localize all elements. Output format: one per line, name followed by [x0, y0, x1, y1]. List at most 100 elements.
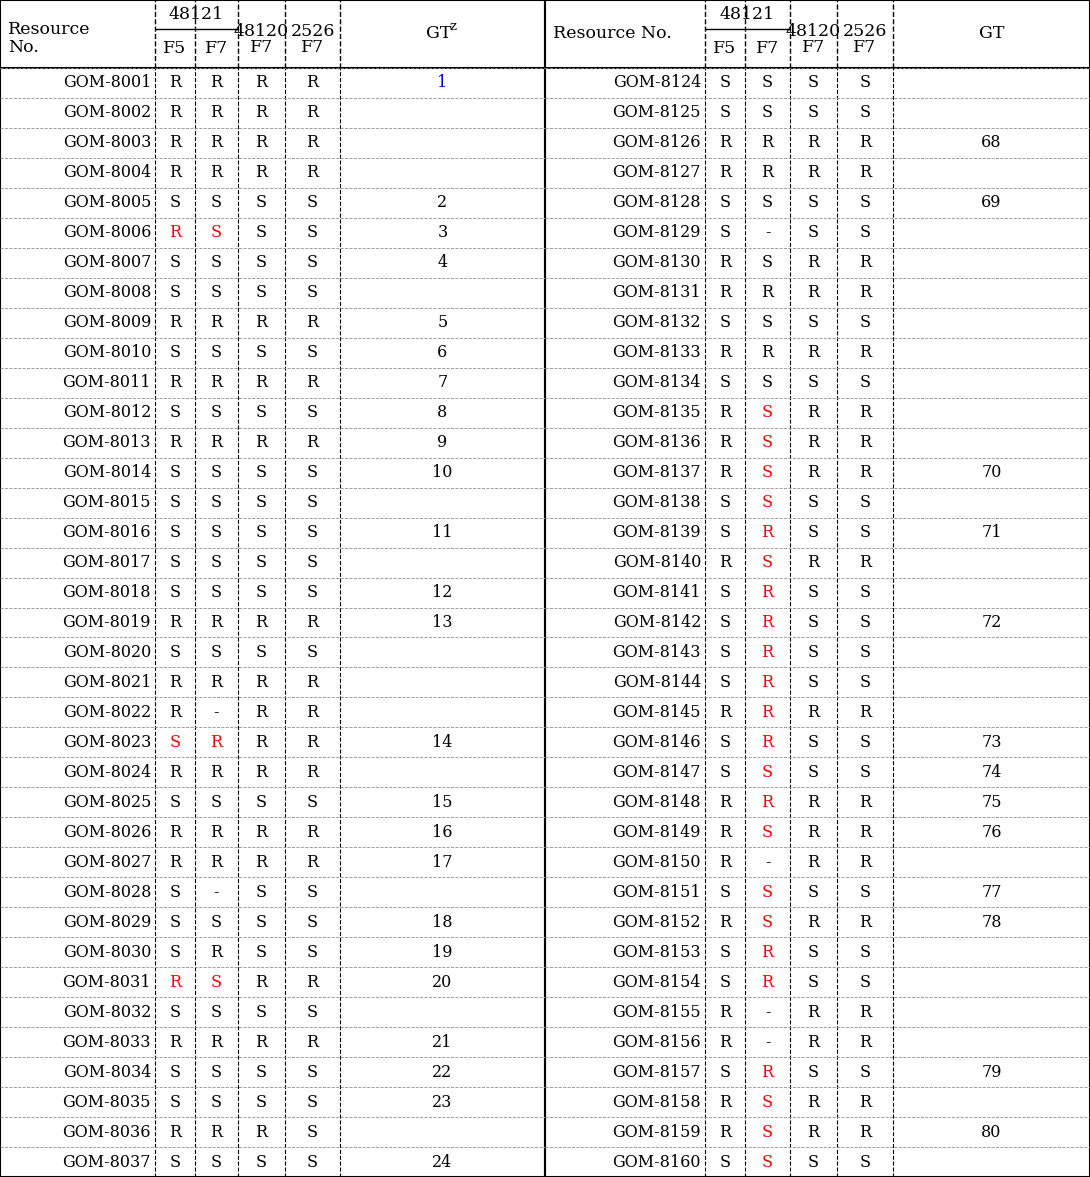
Text: 76: 76	[981, 824, 1002, 840]
Text: R: R	[762, 134, 774, 152]
Text: S: S	[808, 584, 819, 601]
Text: -: -	[765, 1004, 771, 1020]
Text: R: R	[255, 74, 267, 92]
Text: R: R	[306, 374, 318, 391]
Text: S: S	[211, 554, 222, 571]
Text: R: R	[306, 674, 318, 691]
Text: F7: F7	[301, 40, 324, 56]
Text: S: S	[307, 884, 318, 900]
Text: GOM-8007: GOM-8007	[62, 254, 152, 272]
Text: R: R	[859, 793, 871, 811]
Text: 9: 9	[437, 434, 448, 451]
Text: -: -	[765, 853, 771, 871]
Text: GOM-8128: GOM-8128	[613, 194, 701, 212]
Text: R: R	[210, 374, 222, 391]
Text: 68: 68	[981, 134, 1002, 152]
Text: GOM-8019: GOM-8019	[62, 614, 152, 631]
Text: 7: 7	[437, 374, 448, 391]
Text: S: S	[256, 254, 267, 272]
Text: S: S	[256, 524, 267, 541]
Text: S: S	[170, 584, 181, 601]
Text: GOM-8013: GOM-8013	[62, 434, 152, 451]
Text: R: R	[169, 764, 181, 780]
Text: S: S	[762, 884, 773, 900]
Text: R: R	[762, 344, 774, 361]
Text: R: R	[169, 1124, 181, 1141]
Text: GOM-8035: GOM-8035	[62, 1093, 152, 1111]
Text: R: R	[255, 314, 267, 331]
Text: 72: 72	[981, 614, 1002, 631]
Text: S: S	[860, 944, 871, 960]
Text: S: S	[762, 314, 773, 331]
Text: 2526: 2526	[290, 24, 335, 40]
Text: S: S	[808, 314, 819, 331]
Text: R: R	[255, 134, 267, 152]
Text: 48121: 48121	[719, 6, 775, 22]
Text: GOM-8003: GOM-8003	[62, 134, 152, 152]
Text: GOM-8138: GOM-8138	[613, 494, 701, 511]
Text: S: S	[719, 674, 730, 691]
Text: S: S	[307, 225, 318, 241]
Text: GOM-8036: GOM-8036	[62, 1124, 152, 1141]
Text: R: R	[169, 434, 181, 451]
Text: S: S	[256, 793, 267, 811]
Text: R: R	[306, 704, 318, 722]
Text: R: R	[808, 434, 820, 451]
Text: 10: 10	[433, 464, 452, 481]
Text: S: S	[307, 1004, 318, 1020]
Text: R: R	[306, 614, 318, 631]
Text: S: S	[307, 913, 318, 931]
Text: R: R	[306, 74, 318, 92]
Text: R: R	[719, 134, 731, 152]
Text: S: S	[170, 1064, 181, 1080]
Text: GOM-8156: GOM-8156	[613, 1033, 701, 1051]
Text: S: S	[808, 194, 819, 212]
Text: 13: 13	[433, 614, 452, 631]
Text: S: S	[256, 554, 267, 571]
Text: R: R	[719, 554, 731, 571]
Text: S: S	[860, 494, 871, 511]
Text: R: R	[808, 1093, 820, 1111]
Text: 16: 16	[433, 824, 452, 840]
Text: S: S	[170, 793, 181, 811]
Text: R: R	[808, 134, 820, 152]
Text: S: S	[860, 314, 871, 331]
Text: R: R	[169, 74, 181, 92]
Text: GOM-8015: GOM-8015	[62, 494, 152, 511]
Text: S: S	[307, 1064, 318, 1080]
Text: R: R	[255, 824, 267, 840]
Text: S: S	[808, 944, 819, 960]
Text: S: S	[808, 1064, 819, 1080]
Text: GOM-8148: GOM-8148	[613, 793, 701, 811]
Text: S: S	[170, 464, 181, 481]
Text: GOM-8037: GOM-8037	[62, 1153, 152, 1170]
Text: 23: 23	[433, 1093, 452, 1111]
Text: S: S	[211, 524, 222, 541]
Text: R: R	[719, 344, 731, 361]
Text: R: R	[306, 853, 318, 871]
Text: S: S	[170, 494, 181, 511]
Text: GOM-8159: GOM-8159	[613, 1124, 701, 1141]
Text: S: S	[808, 74, 819, 92]
Text: S: S	[860, 884, 871, 900]
Text: S: S	[719, 734, 730, 751]
Text: S: S	[860, 734, 871, 751]
Text: R: R	[859, 1004, 871, 1020]
Text: S: S	[211, 464, 222, 481]
Text: 24: 24	[433, 1153, 452, 1170]
Text: R: R	[762, 614, 774, 631]
Text: S: S	[860, 644, 871, 661]
Text: 77: 77	[981, 884, 1002, 900]
Text: 48120: 48120	[786, 24, 841, 40]
Text: S: S	[762, 464, 773, 481]
Text: Resource: Resource	[8, 21, 90, 39]
Text: 18: 18	[433, 913, 452, 931]
Text: S: S	[719, 524, 730, 541]
Text: R: R	[808, 853, 820, 871]
Text: No.: No.	[8, 40, 39, 56]
Text: R: R	[169, 374, 181, 391]
Text: R: R	[255, 1033, 267, 1051]
Text: R: R	[762, 165, 774, 181]
Text: GOM-8131: GOM-8131	[613, 285, 701, 301]
Text: 48120: 48120	[234, 24, 289, 40]
